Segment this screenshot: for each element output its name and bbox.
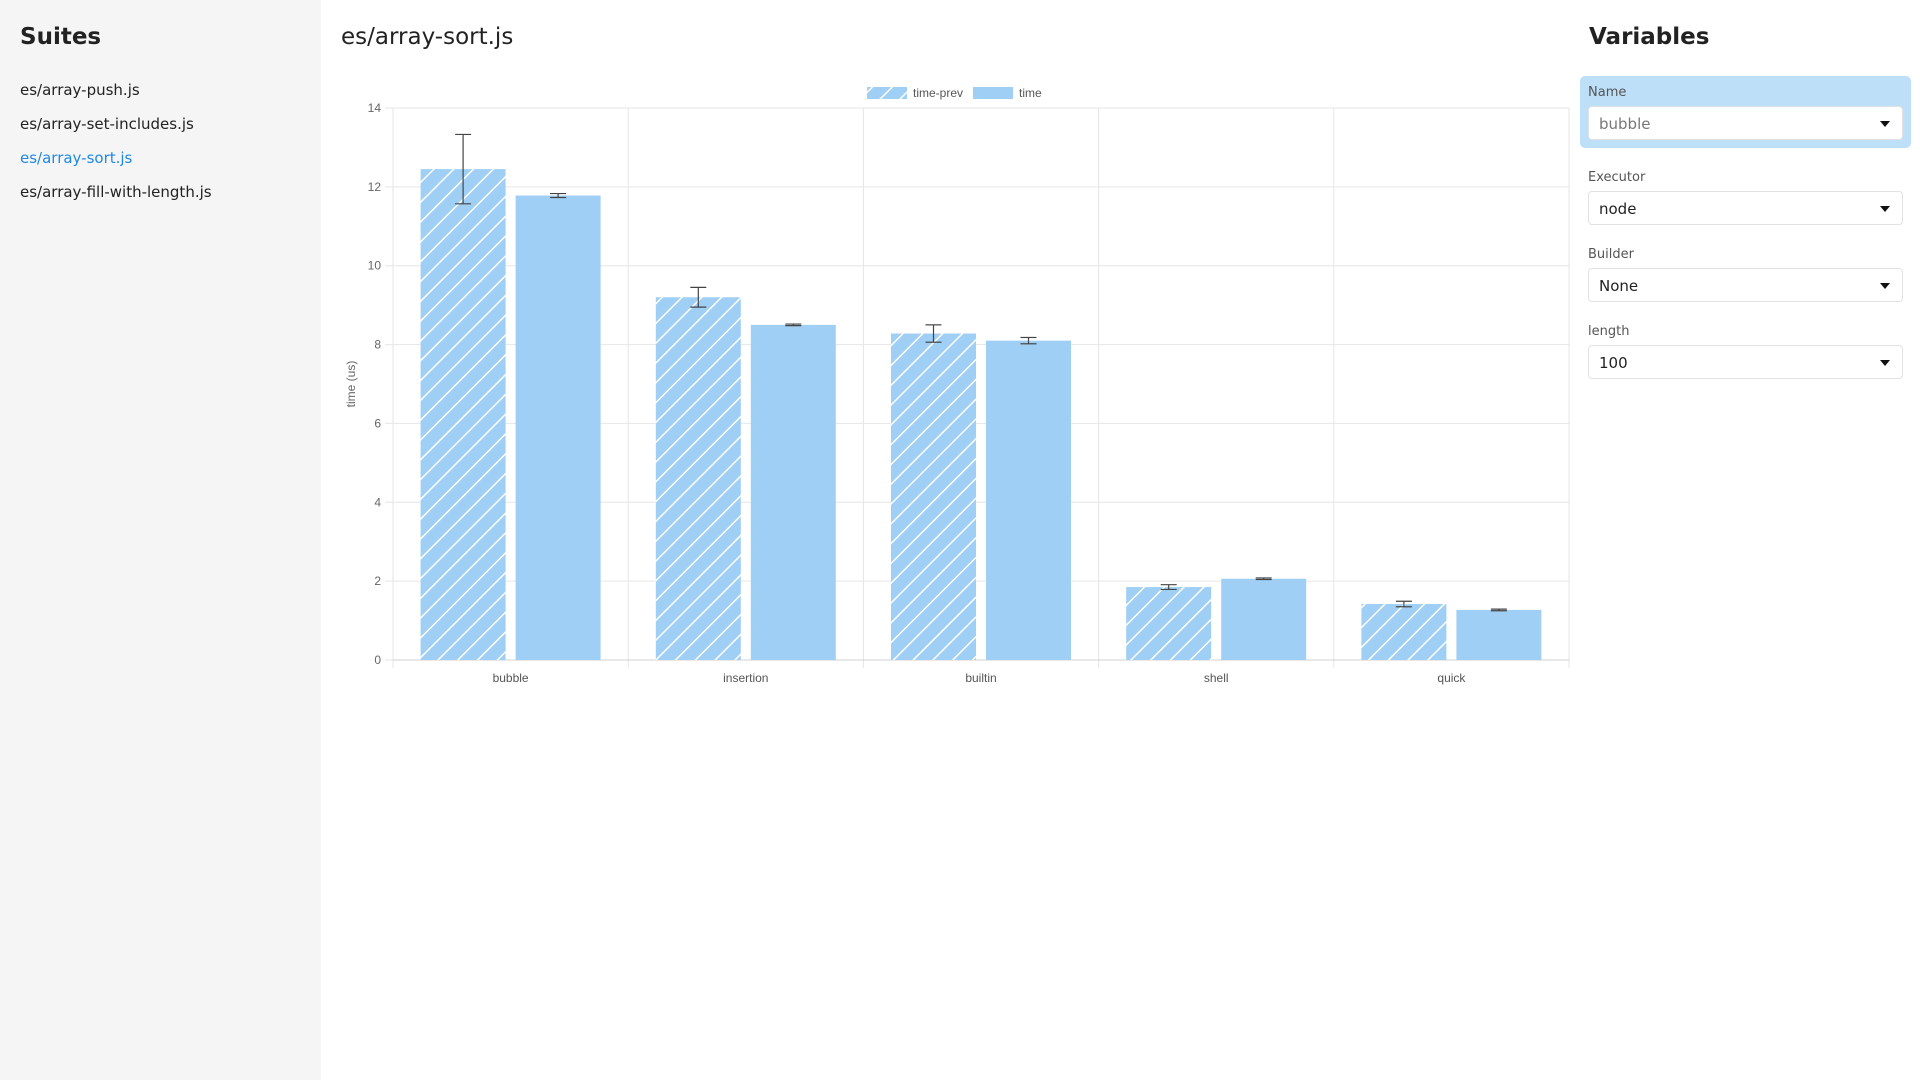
error-bar — [1255, 577, 1272, 581]
y-tick-label: 0 — [374, 653, 381, 667]
error-bar — [550, 192, 567, 199]
variable-select[interactable]: node — [1588, 191, 1903, 225]
variable-field-name: Name bubble — [1580, 76, 1911, 148]
variable-value: node — [1599, 200, 1637, 218]
y-tick-label: 2 — [374, 574, 381, 588]
benchmark-bar-chart: 0 2 4 6 8 10 12 14 time (us) bubble insertion built… — [344, 86, 1570, 685]
bar-time-prev-quick — [1361, 604, 1447, 660]
bar-time-shell — [1221, 578, 1307, 660]
y-tick-label: 14 — [368, 101, 382, 115]
variable-label: length — [1588, 324, 1630, 339]
variable-value: 100 — [1599, 354, 1628, 372]
legend-label: time — [1019, 86, 1042, 100]
page-title: es/array-sort.js — [341, 24, 514, 50]
x-tick-label: shell — [1204, 671, 1229, 685]
bar-time-prev-shell — [1126, 587, 1212, 660]
suites-sidebar: Suites es/array-push.js es/array-set-incl… — [0, 0, 321, 1080]
legend-swatch-time — [973, 87, 1013, 99]
y-tick-label: 12 — [368, 180, 382, 194]
suite-item[interactable]: es/array-push.js — [20, 81, 140, 99]
caret-down-icon — [1880, 206, 1890, 212]
x-tick-label: builtin — [965, 671, 996, 685]
bar-time-quick — [1456, 609, 1542, 660]
error-bar — [785, 323, 802, 327]
variable-select[interactable]: None — [1588, 268, 1903, 302]
x-tick-label: insertion — [723, 671, 768, 685]
variable-field-builder: Builder None — [1580, 238, 1911, 310]
bar-time-prev-bubble — [420, 169, 506, 660]
bar-time-prev-insertion — [655, 297, 741, 660]
caret-down-icon — [1880, 121, 1890, 127]
y-axis-title: time (us) — [344, 361, 358, 408]
variable-label: Executor — [1588, 170, 1646, 185]
error-bar — [1395, 600, 1412, 608]
legend-label: time-prev — [913, 86, 963, 100]
variable-select[interactable]: bubble — [1588, 106, 1903, 140]
suite-item[interactable]: es/array-sort.js — [20, 149, 133, 167]
y-tick-label: 10 — [368, 259, 382, 273]
bar-time-insertion — [750, 324, 836, 660]
caret-down-icon — [1880, 360, 1890, 366]
caret-down-icon — [1880, 283, 1890, 289]
suite-item[interactable]: es/array-fill-with-length.js — [20, 183, 212, 201]
y-tick-label: 8 — [374, 338, 381, 352]
suite-list: es/array-push.js es/array-set-includes.js… — [20, 80, 212, 216]
suite-item[interactable]: es/array-set-includes.js — [20, 115, 194, 133]
bar-time-prev-builtin — [891, 333, 976, 660]
y-tick-label: 4 — [374, 495, 381, 509]
legend-swatch-time-prev — [867, 87, 907, 99]
bar-time-bubble — [515, 195, 601, 660]
variable-field-executor: Executor node — [1580, 161, 1911, 233]
variables-title: Variables — [1589, 24, 1710, 50]
error-bar — [925, 324, 942, 343]
variable-value: None — [1599, 277, 1639, 295]
x-tick-label: bubble — [493, 671, 529, 685]
error-bar — [1020, 336, 1037, 345]
suites-title: Suites — [20, 24, 102, 50]
variable-field-length: length 100 — [1580, 315, 1911, 387]
y-tick-label: 6 — [374, 416, 381, 430]
x-tick-label: quick — [1437, 671, 1466, 685]
variable-label: Builder — [1588, 247, 1634, 262]
error-bar — [690, 286, 707, 308]
variable-label: Name — [1588, 85, 1627, 100]
bar-time-builtin — [986, 340, 1071, 660]
variable-value: bubble — [1599, 115, 1651, 133]
error-bar — [1160, 584, 1177, 591]
variable-select[interactable]: 100 — [1588, 345, 1903, 379]
error-bar — [1490, 608, 1507, 612]
error-bar — [455, 133, 472, 205]
